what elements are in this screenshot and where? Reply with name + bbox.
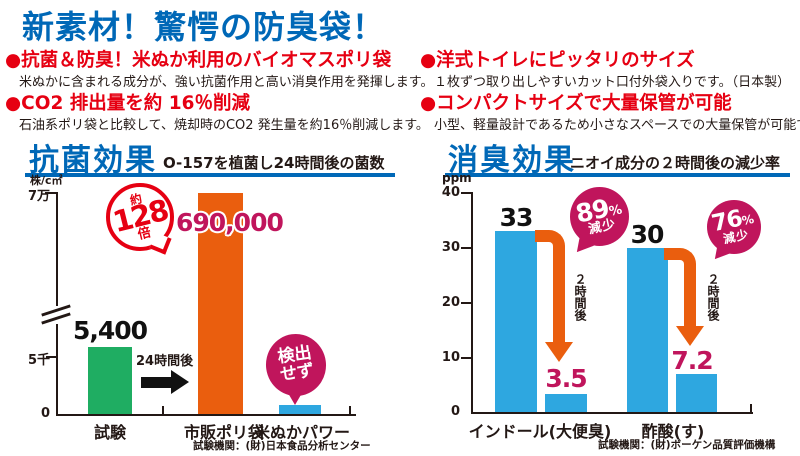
not-detected-badge: 検出せず (261, 330, 331, 400)
y-tick-5000 (46, 356, 56, 358)
page-title: 新素材！驚愕の防臭袋！ (22, 8, 386, 46)
chart-underline (445, 173, 790, 177)
arrow-down-head-icon (676, 326, 704, 346)
y-tick-label-0: 0 (450, 404, 460, 419)
y-tick-40 (461, 192, 471, 194)
x-tick (162, 406, 164, 414)
feature-heading-compact: ●コンパクトサイズで大量保管が可能 (420, 93, 732, 114)
arrow-down-icon (535, 230, 565, 346)
feature-body-toilet-size: １枚ずつ取り出しやすいカット口付外袋入りです。（日本製） (434, 75, 791, 90)
feature-body-co2: 石油系ポリ袋と比較して、焼却時のCO2 発生量を約16％削減します。 (19, 118, 429, 133)
x-category-test: 試験 (93, 423, 126, 442)
chart-underline (25, 173, 395, 177)
chart-subtitle-deodorizing: ニオイ成分の２時間後の減少率 (570, 154, 781, 172)
y-tick-label-5000: 5千 (27, 353, 50, 368)
bar-acetic-after (676, 374, 717, 412)
x-axis (471, 412, 753, 414)
reduction-badge-76: 76% 減少 (707, 200, 761, 254)
chart-title-deodorizing: 消臭効果 (448, 143, 576, 178)
y-axis-unit-ppm: ppm (442, 171, 472, 185)
x-tick-end (349, 406, 351, 414)
arrow-label-2h: ２時間後 (706, 273, 720, 321)
bar-acetic-before (627, 248, 668, 412)
bar-indole-before (495, 231, 537, 412)
y-tick-20 (461, 302, 471, 304)
chart-title-antibacterial: 抗菌効果 (29, 143, 157, 178)
x-category-rice-bran-power: 米ぬかパワー (253, 423, 350, 442)
reduction-percent-sign: % (740, 212, 756, 229)
y-tick-30 (461, 247, 471, 249)
not-detected-label: 検出せず (276, 342, 316, 386)
y-axis (56, 192, 58, 416)
bar-test-initial (88, 347, 132, 414)
not-detected-badge-tail (288, 393, 302, 405)
arrow-label-24h: 24時間後 (136, 354, 194, 369)
bar-commercial-bag (198, 193, 243, 414)
y-unit-label: 株/c㎡ (30, 174, 63, 187)
y-tick-label-40: 40 (441, 185, 460, 200)
feature-heading-co2: ●CO2 排出量を約 16％削減 (5, 93, 250, 114)
feature-heading-toilet-size: ●洋式トイレにピッタリのサイズ (420, 50, 695, 71)
feature-body-compact: 小型、軽量設計であるため小さなスペースでの大量保管が可能です。 (434, 118, 800, 133)
y-tick-label-0: 0 (40, 406, 50, 421)
y-tick-label-20: 20 (441, 295, 460, 310)
bar-indole-after (545, 394, 587, 412)
bar-rice-bran-power (279, 405, 321, 414)
bar-value-690000: 690,000 (176, 208, 284, 237)
arrow-right-icon (141, 377, 171, 388)
bar-value-7-2: 7.2 (671, 346, 713, 375)
source-label-left: 試験機関：(財)日本食品分析センター (193, 440, 371, 452)
bar-value-33: 33 (499, 203, 534, 232)
reduction-badge-89: 89% 減少 (570, 187, 629, 246)
y-axis (471, 192, 473, 414)
y-tick-label-30: 30 (441, 240, 460, 255)
x-category-indole: インドール(大便臭) (468, 422, 612, 441)
x-category-acetic-acid: 酢酸(す) (641, 422, 705, 441)
bar-value-5400: 5,400 (72, 316, 148, 345)
arrow-right-head-icon (171, 370, 189, 394)
source-label-right: 試験機関：(財)ボーケン品質評価機構 (598, 439, 776, 451)
x-category-commercial-bag: 市販ポリ袋 (183, 423, 264, 442)
x-tick-end (750, 404, 752, 412)
x-axis (56, 414, 356, 416)
y-tick-label-10: 10 (441, 350, 460, 365)
arrow-down-icon (664, 248, 696, 330)
arrow-label-2h: ２時間後 (573, 273, 587, 321)
arrow-down-head-icon (545, 342, 573, 362)
feature-body-biomass: 米ぬかに含まれる成分が、強い抗菌作用と高い消臭作用を発揮します。 (19, 75, 434, 90)
chart-subtitle-antibacterial: O-157を植菌し24時間後の菌数 (163, 154, 385, 172)
bar-value-3-5: 3.5 (545, 364, 587, 393)
feature-heading-biomass: ●抗菌＆防臭！米ぬか利用のバイオマスポリ袋 (5, 50, 392, 71)
y-tick-label-70000: 7万 (27, 189, 50, 204)
y-tick-top (45, 192, 56, 194)
bar-value-30: 30 (630, 220, 665, 249)
y-tick-10 (461, 357, 471, 359)
